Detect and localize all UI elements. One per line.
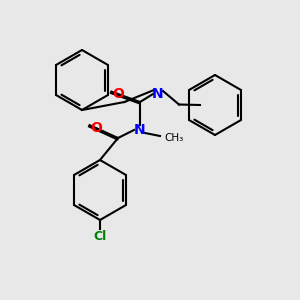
Text: Cl: Cl (93, 230, 106, 242)
Text: N: N (134, 123, 146, 137)
Text: CH₃: CH₃ (164, 133, 183, 143)
Text: O: O (90, 121, 102, 135)
Text: N: N (152, 87, 164, 101)
Text: O: O (112, 87, 124, 101)
